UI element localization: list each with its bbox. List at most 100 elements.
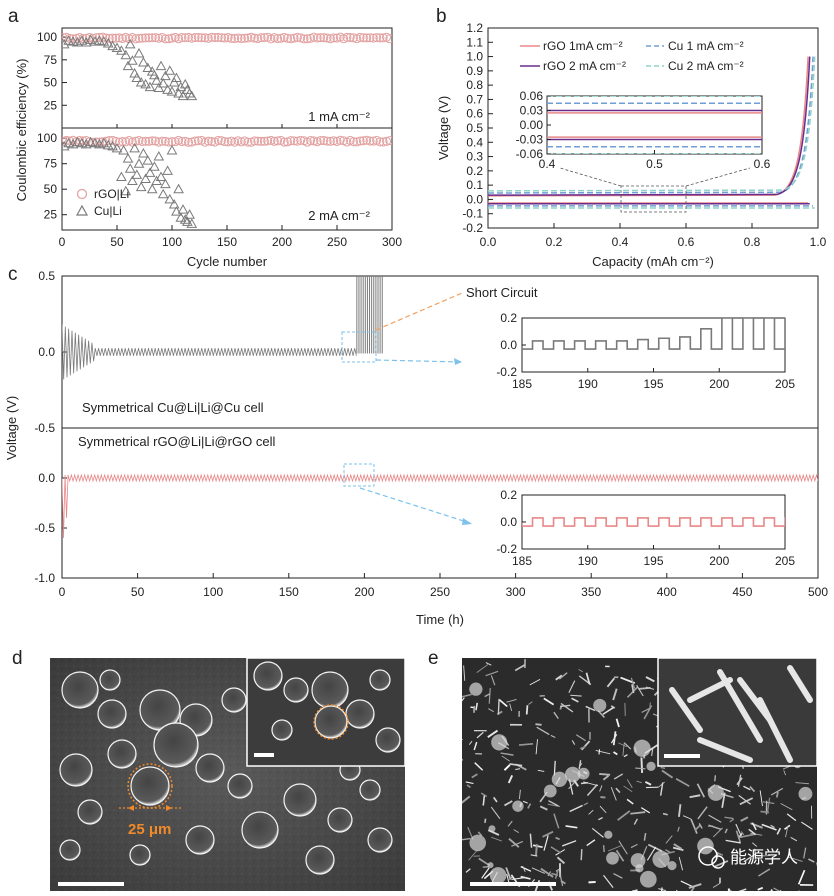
- panel-c-top-inset-ticks: 185 190 195 200 205 0.2 0.0 -0.2: [496, 311, 795, 391]
- cu-li-marker: [175, 81, 187, 92]
- dendrite-fiber: [645, 686, 655, 690]
- dendrite-fiber: [784, 824, 791, 830]
- dendrite-fiber: [750, 832, 763, 836]
- panel-b-xlabel: Capacity (mAh cm⁻²): [592, 254, 714, 269]
- c1-ytick-label: 0.5: [38, 269, 55, 283]
- dendrite-fiber: [662, 812, 668, 816]
- dendrite-fiber: [761, 823, 777, 831]
- dendrite-fiber: [580, 745, 586, 750]
- dendrite-fiber: [767, 797, 771, 813]
- rgo-li-marker: [137, 33, 147, 43]
- dendrite-fiber: [690, 886, 695, 891]
- cu-li-marker: [80, 138, 92, 149]
- li-disc: [99, 669, 121, 691]
- dendrite-fiber: [801, 821, 813, 830]
- cu-li-marker: [144, 81, 156, 92]
- rgo-li-marker: [213, 135, 223, 145]
- dendrite-fiber: [588, 809, 594, 815]
- li-disc: [59, 839, 81, 861]
- dendrite-clump: [551, 771, 568, 787]
- panel-a-bottom-annotation: 2 mA cm⁻²: [308, 208, 370, 223]
- legend-label-cu-2ma: Cu 2 mA cm⁻²: [668, 59, 744, 73]
- rgo-li-marker: [322, 136, 332, 146]
- dendrite-fiber: [535, 739, 538, 755]
- cu-li-marker: [122, 60, 134, 71]
- dendrite-fiber: [485, 662, 492, 666]
- dendrite-fiber: [708, 824, 722, 831]
- li-disc-inset: [345, 699, 375, 729]
- cu-li-marker: [146, 183, 158, 194]
- rgo-li-marker: [207, 136, 217, 146]
- rgo-li-marker: [164, 34, 174, 44]
- c-inset-ytick-label: -0.2: [496, 365, 517, 379]
- a-ytick-label: 75: [44, 157, 58, 171]
- dendrite-fiber: [602, 774, 610, 781]
- dendrite-clump: [488, 825, 496, 833]
- rgo-li-marker: [147, 136, 157, 146]
- panel-b-ylabel: Voltage (V): [436, 96, 451, 160]
- dendrite-clump: [798, 786, 813, 801]
- panel-b-inset-frame: [546, 95, 763, 155]
- dendrite-fiber: [476, 731, 484, 739]
- rgo-li-marker: [141, 136, 151, 146]
- dendrite-fiber: [499, 699, 508, 708]
- dendrite-fiber: [760, 810, 770, 814]
- b-ytick-label: 1.2: [466, 21, 483, 35]
- dendrite-fiber: [660, 766, 666, 769]
- dendrite-clump: [469, 834, 487, 852]
- cu-li-marker: [168, 198, 180, 209]
- dendrite-fiber: [522, 800, 528, 804]
- dendrite-fiber: [613, 773, 624, 780]
- rgo-li-marker: [233, 33, 243, 43]
- dendrite-fiber: [488, 687, 491, 704]
- cu-li-marker: [94, 138, 105, 149]
- rgo-li-marker: [144, 33, 154, 43]
- panel-a-xlabel: Cycle number: [187, 254, 268, 269]
- dendrite-fiber: [462, 795, 471, 804]
- dendrite-fiber: [694, 824, 701, 832]
- cu-li-marker: [76, 35, 88, 45]
- highlighted-particle-outline: [127, 763, 173, 809]
- c-inset-ytick-label: 0.2: [500, 488, 517, 502]
- dendrite-fiber: [633, 818, 639, 825]
- rgo-li-marker: [382, 136, 391, 146]
- dendrite-fiber: [462, 837, 471, 841]
- li-disc: [129, 844, 151, 866]
- dendrite-fiber: [556, 856, 566, 865]
- c-inset-xtick-label: 190: [578, 377, 598, 391]
- rgo-li-marker: [203, 136, 213, 146]
- dendrite-clump: [667, 860, 677, 871]
- rgo-li-marker: [302, 34, 312, 44]
- panel-c-bottom-inset-series: [522, 517, 785, 527]
- b-series-high-2: [488, 56, 811, 196]
- dendrite-fiber: [630, 843, 638, 849]
- b-ytick-label: 0.1: [466, 178, 483, 192]
- rgo-li-marker: [114, 33, 124, 43]
- dendrite-fiber: [482, 795, 486, 806]
- dendrite-fiber: [786, 813, 797, 822]
- rgo-li-marker: [329, 136, 339, 146]
- panel-b-legend: rGO 1mA cm⁻² Cu 1 mA cm⁻² rGO 2 mA cm⁻² …: [520, 39, 744, 73]
- cu-li-marker: [153, 82, 165, 92]
- dendrite-fiber: [532, 844, 543, 849]
- panel-b-inset-ticks: 0.4 0.5 0.6 0.060.030.00-0.03-0.06: [516, 89, 771, 171]
- dendrite-clump: [604, 830, 613, 839]
- b-series-high-1: [488, 56, 814, 194]
- rgo-li-marker: [325, 34, 335, 44]
- rgo-li-marker: [319, 33, 329, 43]
- b-ytick-label: 0.3: [466, 150, 483, 164]
- rgo-li-marker: [220, 33, 230, 43]
- dendrite-fiber: [568, 781, 576, 790]
- rgo-li-marker: [137, 137, 147, 147]
- dendrite-fiber: [490, 675, 496, 686]
- panel-c-chart: 0 50 100 150 200 250 300 350 400 450 500 0.5 0.0 -1.0…: [4, 269, 828, 627]
- legend-label-rgo-2ma: rGO 2 mA cm⁻²: [543, 59, 626, 73]
- dendrite-rod: [737, 677, 773, 723]
- dendrite-fiber: [570, 694, 582, 697]
- dendrite-fiber: [631, 889, 638, 891]
- cu-li-marker: [127, 175, 138, 186]
- cu-li-marker: [129, 142, 140, 153]
- dendrite-fiber: [509, 703, 513, 711]
- dendrite-fiber: [815, 862, 817, 867]
- b-xtick-label: 0.4: [612, 235, 629, 249]
